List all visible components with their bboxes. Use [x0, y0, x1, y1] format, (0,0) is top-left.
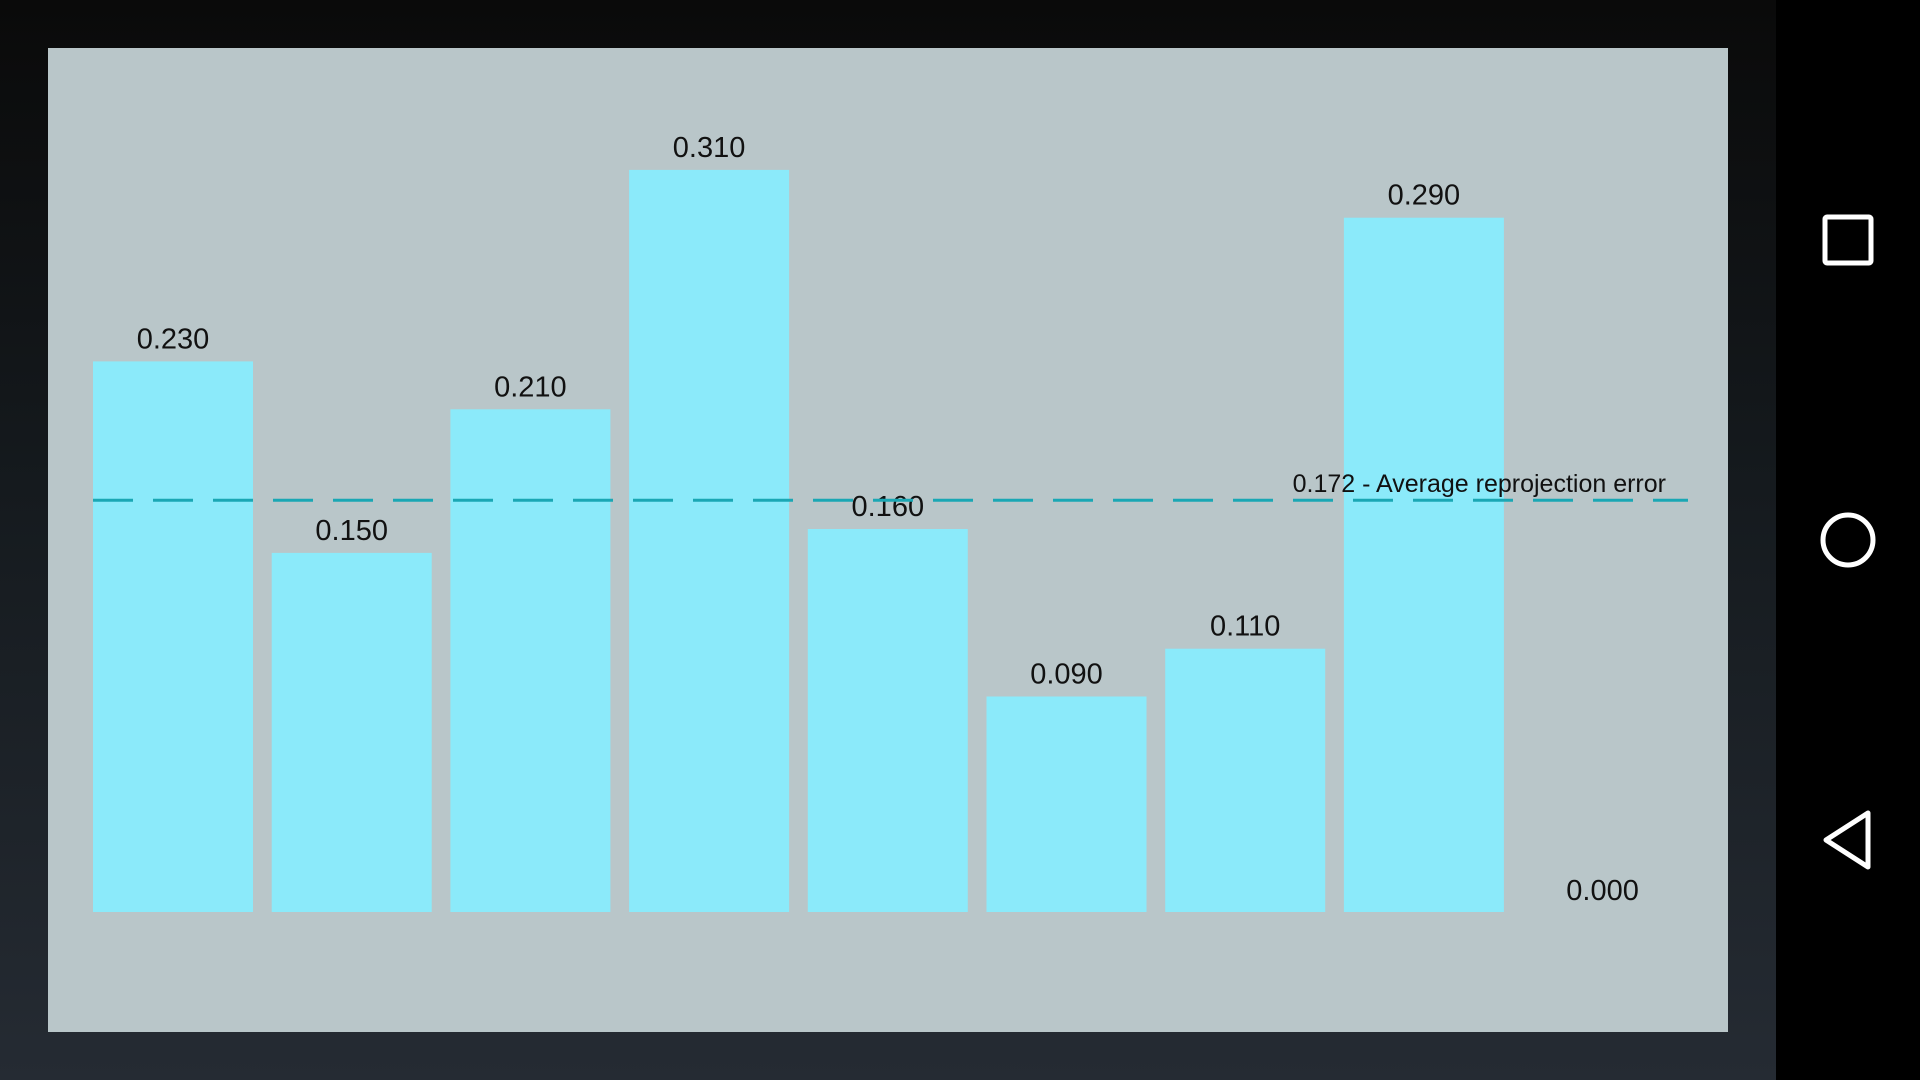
value-labels-group: 0.230 0.150 0.210 0.310 0.160 0.090 0.110 0.290… [137, 132, 1639, 907]
value-label-2: 0.150 [315, 515, 388, 547]
chart-panel: 0.230 0.150 0.210 0.310 0.160 0.090 0.110 0.290… [48, 48, 1728, 1032]
bar-7 [1165, 648, 1326, 912]
navigation-bar [1776, 0, 1920, 1080]
value-label-3: 0.210 [494, 371, 567, 403]
square-icon [1822, 214, 1874, 266]
value-label-4: 0.310 [673, 132, 746, 164]
bar-8 [1343, 217, 1504, 912]
value-label-6: 0.090 [1030, 659, 1103, 691]
circle-icon [1820, 512, 1876, 568]
bars-group [93, 169, 1504, 912]
bar-2 [271, 552, 432, 912]
bar-5 [807, 529, 968, 912]
bar-6 [986, 696, 1147, 912]
value-label-8: 0.290 [1388, 180, 1461, 212]
value-label-5: 0.160 [852, 491, 925, 523]
home-button[interactable] [1806, 498, 1890, 582]
app-screen: 0.230 0.150 0.210 0.310 0.160 0.090 0.110 0.290… [48, 48, 1728, 1032]
value-label-1: 0.230 [137, 323, 210, 355]
value-label-9: 0.000 [1566, 875, 1639, 907]
bar-1 [93, 361, 253, 912]
bar-3 [450, 409, 611, 912]
back-triangle-icon [1823, 810, 1871, 870]
average-reprojection-label: 0.172 - Average reprojection error [1293, 470, 1666, 498]
bar-4 [629, 169, 790, 912]
back-button[interactable] [1806, 798, 1890, 882]
average-line-group: 0.172 - Average reprojection error [93, 470, 1688, 502]
bar-chart: 0.230 0.150 0.210 0.310 0.160 0.090 0.110 0.290… [93, 132, 1688, 912]
recents-button[interactable] [1806, 198, 1890, 282]
value-label-7: 0.110 [1210, 611, 1280, 643]
